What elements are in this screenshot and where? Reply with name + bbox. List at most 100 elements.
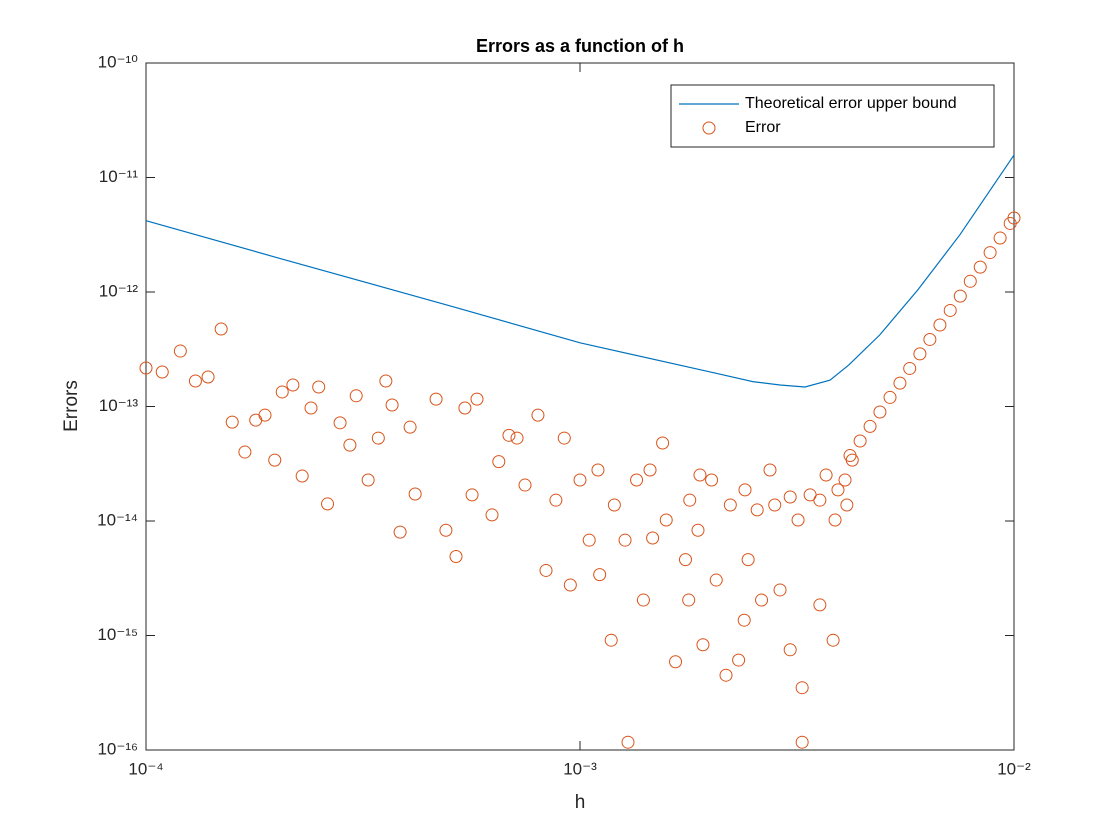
y-tick-label: 10⁻¹⁶	[97, 739, 138, 758]
error-point	[1007, 211, 1021, 225]
error-point	[709, 573, 723, 587]
error-point	[893, 376, 907, 390]
error-point	[573, 473, 587, 487]
legend: Theoretical error upper bound Error	[670, 84, 995, 148]
error-point	[403, 420, 417, 434]
error-point	[201, 370, 215, 384]
error-point	[683, 493, 697, 507]
y-tick-label: 10⁻¹⁰	[98, 52, 139, 71]
error-point	[408, 487, 422, 501]
error-point	[549, 493, 563, 507]
error-point	[669, 655, 683, 669]
error-point	[933, 318, 947, 332]
error-point	[458, 401, 472, 415]
error-point	[379, 374, 393, 388]
error-point	[238, 445, 252, 459]
error-point	[449, 549, 463, 563]
error-point	[485, 508, 499, 522]
error-point	[502, 428, 516, 442]
error-point	[510, 431, 524, 445]
error-point	[531, 408, 545, 422]
error-point	[791, 513, 805, 527]
error-point	[321, 497, 335, 511]
error-point	[923, 332, 937, 346]
error-point	[840, 498, 854, 512]
error-point	[732, 653, 746, 667]
x-axis-label: h	[575, 792, 586, 813]
error-point	[843, 449, 857, 463]
error-point	[737, 613, 751, 627]
error-point	[983, 246, 997, 260]
error-point	[604, 633, 618, 647]
error-point	[643, 463, 657, 477]
error-point	[439, 523, 453, 537]
y-tick-label: 10⁻¹³	[99, 396, 139, 415]
error-point	[682, 593, 696, 607]
error-point	[763, 463, 777, 477]
error-point	[853, 434, 867, 448]
plot-marks	[139, 62, 1021, 751]
error-point	[621, 735, 635, 749]
error-point	[470, 392, 484, 406]
error-point	[913, 347, 927, 361]
error-point	[343, 438, 357, 452]
error-point	[738, 483, 752, 497]
y-tick-label: 10⁻¹¹	[99, 167, 139, 186]
error-point	[349, 389, 363, 403]
error-point	[361, 473, 375, 487]
error-point	[831, 483, 845, 497]
x-tick-label: 10⁻³	[563, 759, 597, 778]
error-point	[873, 405, 887, 419]
error-point	[773, 583, 787, 597]
error-point	[813, 493, 827, 507]
y-tick-label: 10⁻¹⁵	[97, 625, 138, 644]
error-point	[819, 468, 833, 482]
error-point	[953, 289, 967, 303]
y-tick-label: 10⁻¹⁴	[97, 510, 138, 529]
error-point	[557, 431, 571, 445]
error-point	[393, 525, 407, 539]
error-point	[465, 488, 479, 502]
error-point	[636, 593, 650, 607]
error-point	[518, 478, 532, 492]
legend-label: Theoretical error upper bound	[745, 95, 957, 112]
error-point	[304, 401, 318, 415]
error-point	[618, 533, 632, 547]
y-tick-label: 10⁻¹²	[99, 281, 139, 300]
plot-area	[145, 62, 1015, 751]
error-point	[795, 681, 809, 695]
error-point	[563, 578, 577, 592]
error-point	[705, 473, 719, 487]
error-point	[863, 419, 877, 433]
error-point	[591, 463, 605, 477]
error-point	[750, 503, 764, 517]
error-point	[826, 633, 840, 647]
error-point	[693, 468, 707, 482]
error-point	[214, 322, 228, 336]
error-point	[838, 473, 852, 487]
error-point	[696, 638, 710, 652]
error-point	[539, 563, 553, 577]
legend-marker-sample	[702, 121, 716, 135]
error-point	[883, 390, 897, 404]
y-axis-label: Errors	[61, 380, 82, 432]
error-point	[783, 643, 797, 657]
error-point	[188, 374, 202, 388]
error-point	[691, 523, 705, 537]
error-point	[795, 735, 809, 749]
chart-title: Errors as a function of h	[476, 36, 684, 56]
error-point	[268, 453, 282, 467]
error-point	[963, 274, 977, 288]
error-point	[429, 392, 443, 406]
error-point	[828, 513, 842, 527]
x-tick-label: 10⁻²	[997, 759, 1031, 778]
error-point	[333, 416, 347, 430]
error-point	[225, 415, 239, 429]
error-point	[630, 473, 644, 487]
error-point	[607, 498, 621, 512]
error-point	[155, 365, 169, 379]
error-point	[646, 531, 660, 545]
x-tick-label: 10⁻⁴	[128, 759, 163, 778]
error-point	[768, 498, 782, 512]
error-point	[492, 455, 506, 469]
